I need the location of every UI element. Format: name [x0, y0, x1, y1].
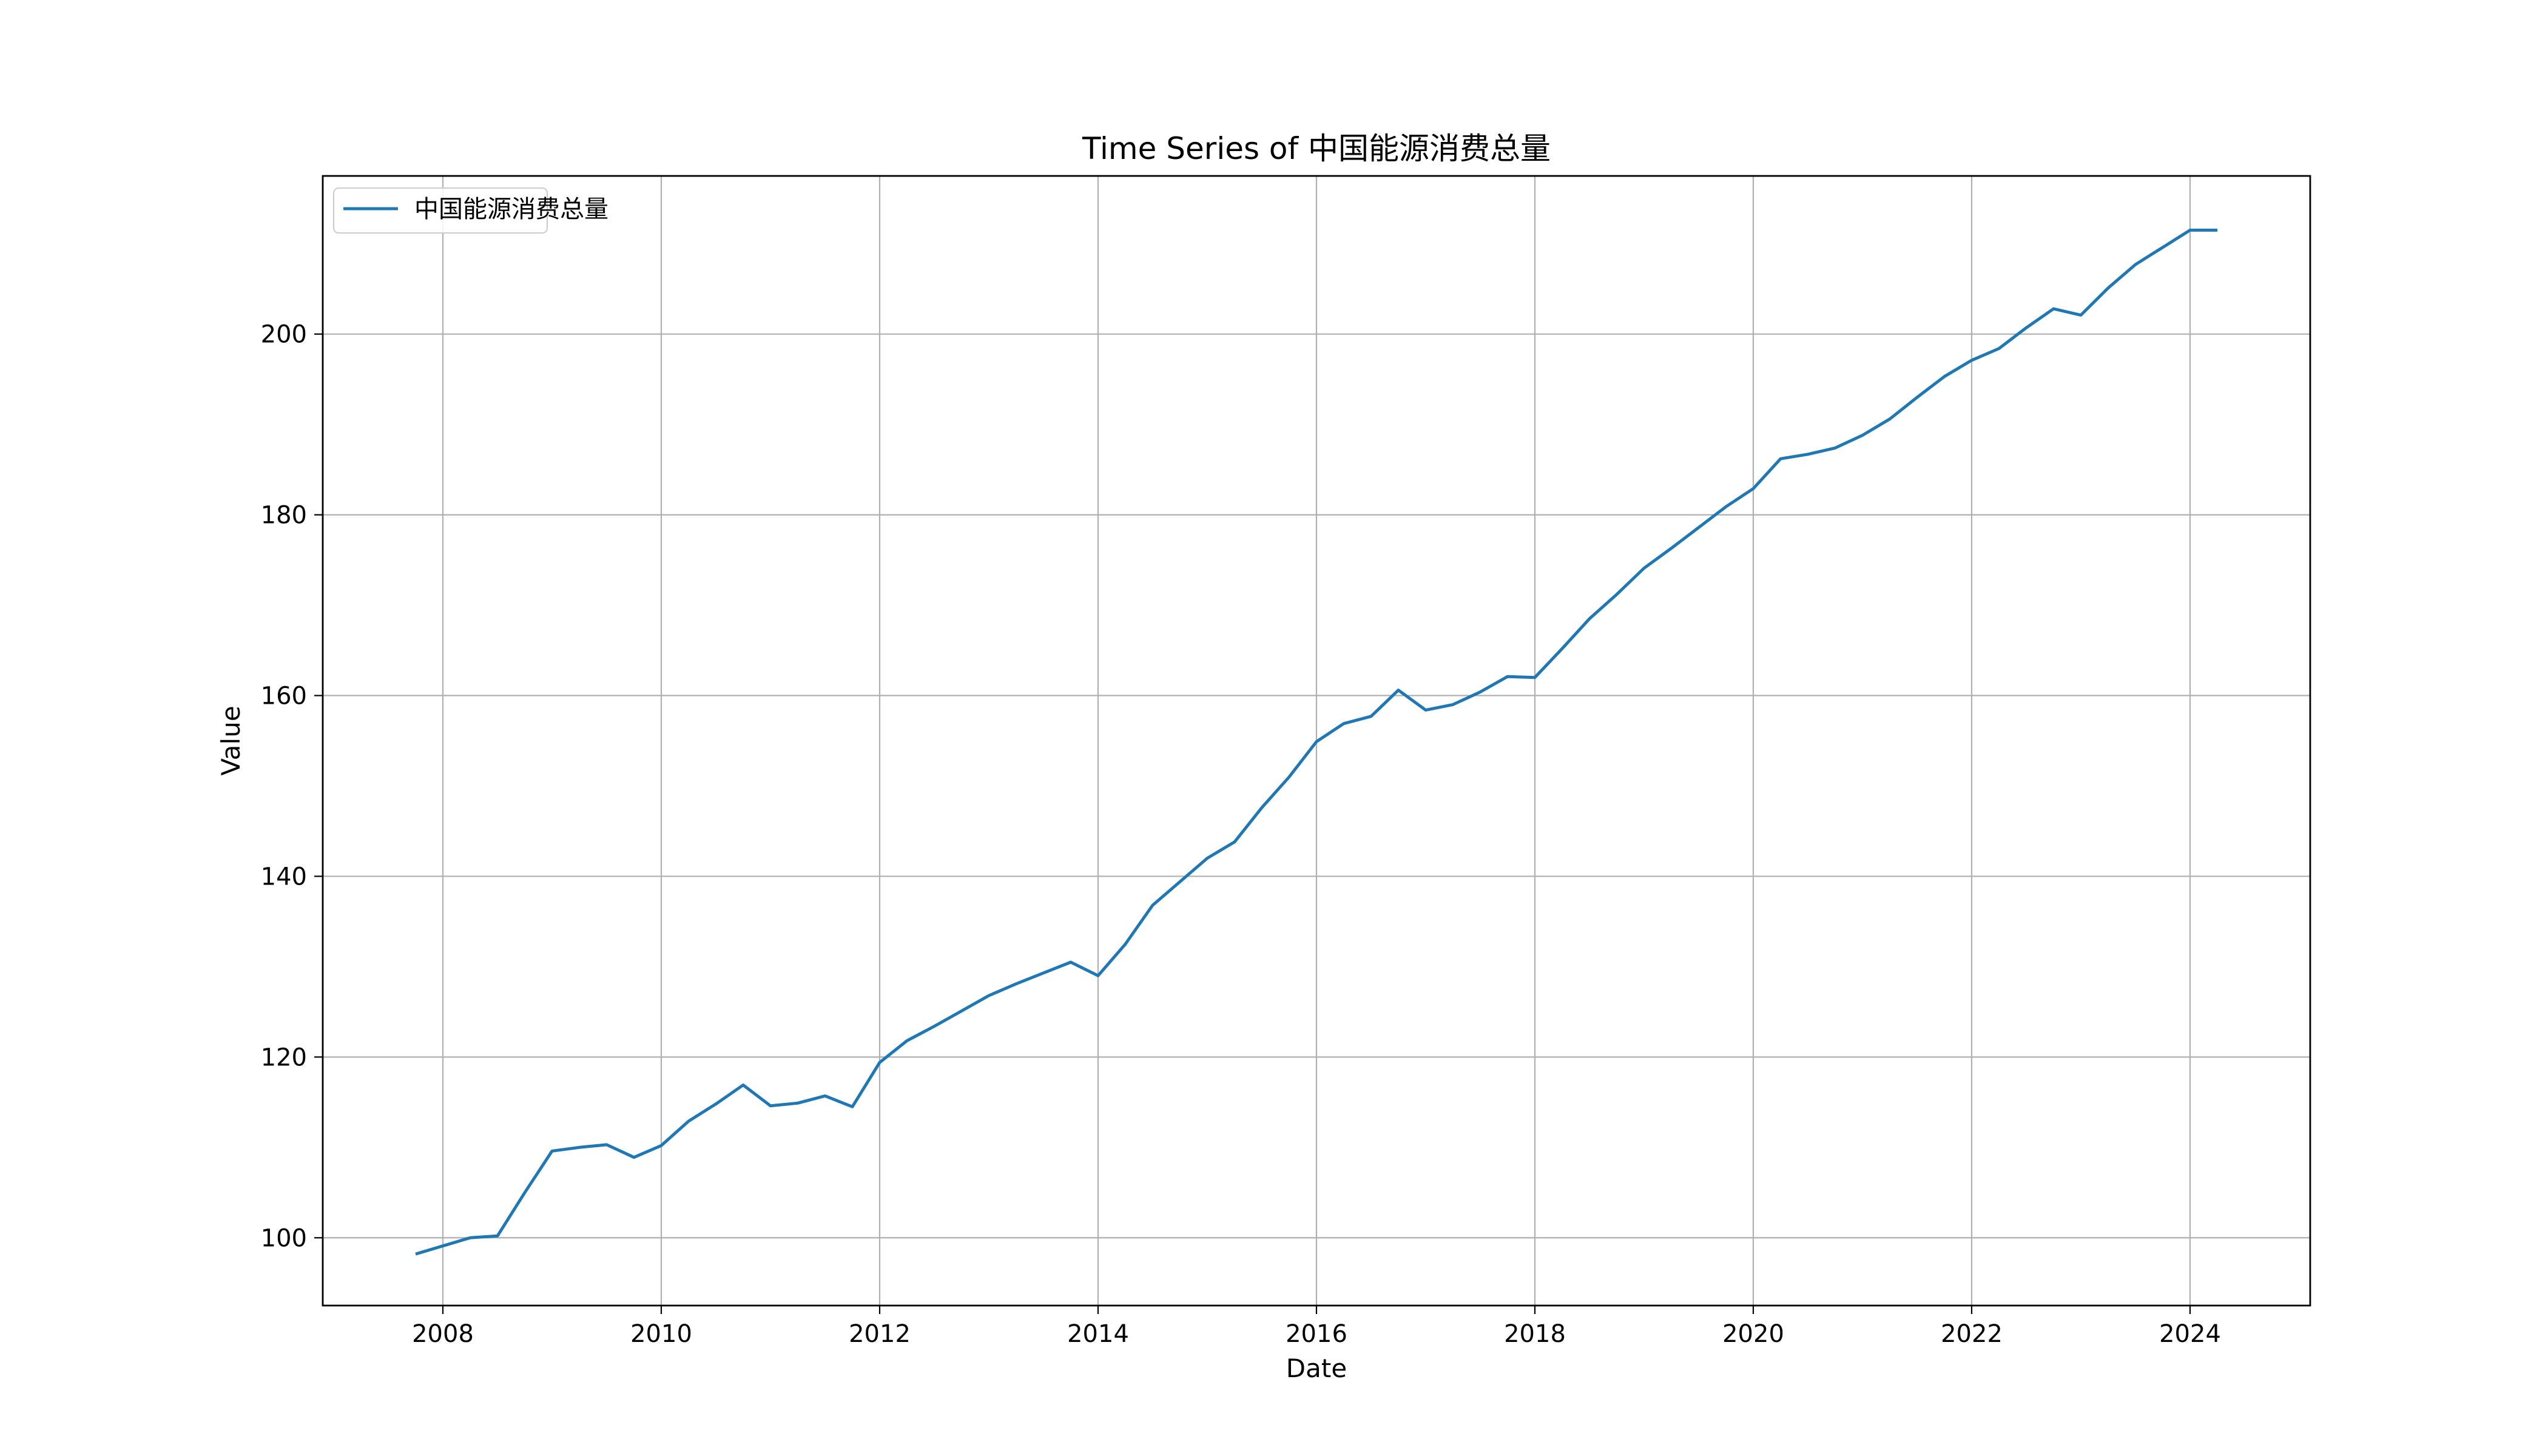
- x-grid-lines: [442, 176, 2191, 1306]
- y-grid-lines: [323, 333, 2310, 1239]
- legend: 中国能源消费总量: [333, 187, 608, 234]
- y-tick-label: 120: [261, 1043, 307, 1071]
- y-axis-label: Value: [216, 706, 246, 775]
- x-axis-label: Date: [1286, 1353, 1347, 1383]
- y-tick-label: 140: [261, 863, 307, 891]
- x-tick-label: 2020: [1722, 1320, 1784, 1348]
- x-tick-label: 2014: [1067, 1320, 1129, 1348]
- x-tick-label: 2008: [412, 1320, 474, 1348]
- series-line: [415, 228, 2217, 1256]
- x-tick-label: 2022: [1941, 1320, 2003, 1348]
- y-tick-label: 180: [261, 502, 307, 530]
- chart-title: Time Series of 中国能源消费总量: [1082, 131, 1551, 166]
- x-tick-label: 2024: [2159, 1320, 2221, 1348]
- y-tick-label: 200: [261, 321, 307, 349]
- legend-box: [333, 187, 548, 234]
- x-tick-label: 2010: [630, 1320, 692, 1348]
- y-axis-ticks: 100 120 140 160 180 200: [261, 321, 323, 1252]
- x-tick-label: 2012: [849, 1320, 911, 1348]
- x-axis-ticks: 2008 2010 2012 2014 2016 2018 2020 2022 2024: [412, 1306, 2221, 1348]
- series-layer: [415, 228, 2217, 1256]
- y-tick-label: 160: [261, 682, 307, 710]
- y-tick-label: 100: [261, 1224, 307, 1252]
- x-tick-label: 2016: [1286, 1320, 1347, 1348]
- legend-label: 中国能源消费总量: [414, 195, 608, 223]
- x-tick-label: 2018: [1504, 1320, 1566, 1348]
